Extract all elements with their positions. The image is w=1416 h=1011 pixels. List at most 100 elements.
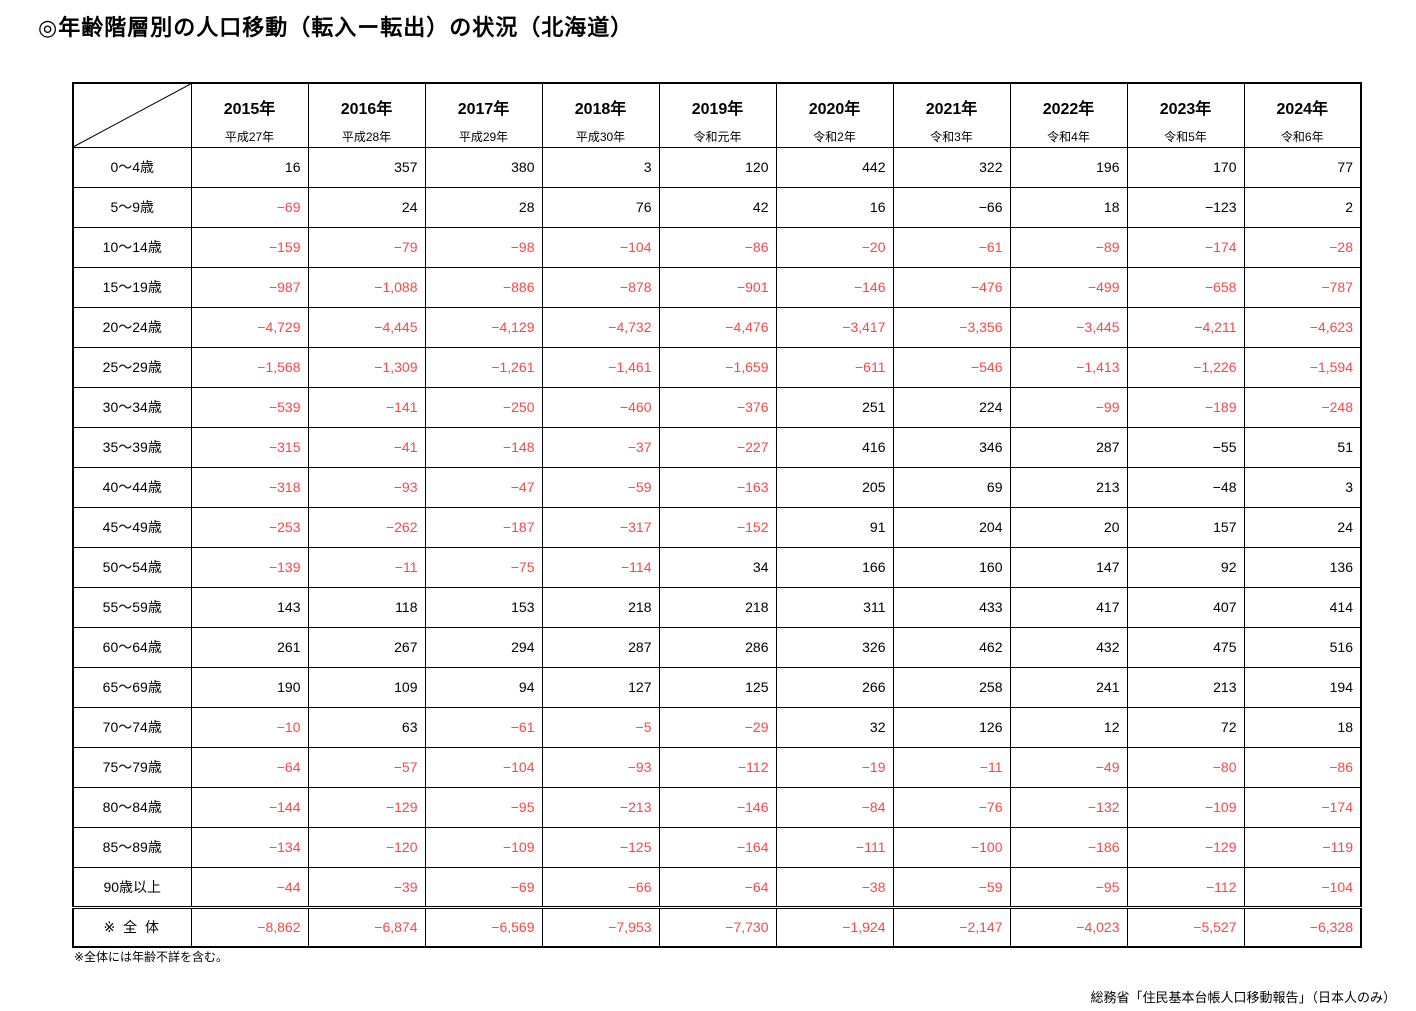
value-cell: −1,924 — [775, 905, 894, 948]
value-cell: 76 — [541, 186, 660, 228]
corner-cell — [72, 82, 192, 148]
row-label: 45～49歳 — [72, 506, 192, 548]
row-label: 10～14歳 — [72, 226, 192, 268]
column-header: 2021年 令和3年 — [892, 82, 1011, 148]
value-cell: −213 — [541, 786, 660, 828]
value-cell: 414 — [1243, 586, 1362, 628]
row-label: 5～9歳 — [72, 186, 192, 228]
value-cell: 266 — [775, 666, 894, 708]
value-cell: −878 — [541, 266, 660, 308]
value-cell: −4,729 — [190, 306, 309, 348]
value-cell: −6,569 — [424, 905, 543, 948]
value-cell: 213 — [1126, 666, 1245, 708]
value-cell: −44 — [190, 866, 309, 908]
value-cell: −460 — [541, 386, 660, 428]
value-cell: −93 — [541, 746, 660, 788]
table-row: 50～54歳 −139 −11 −75 −114 34 166 160 147 92 136 — [72, 546, 1362, 588]
value-cell: −159 — [190, 226, 309, 268]
value-cell: −59 — [541, 466, 660, 508]
row-label: 80～84歳 — [72, 786, 192, 828]
value-cell: −86 — [658, 226, 777, 268]
value-cell: −315 — [190, 426, 309, 468]
value-cell: −11 — [307, 546, 426, 588]
value-cell: −119 — [1243, 826, 1362, 868]
table-row: 0～4歳 16 357 380 3 120 442 322 196 170 77 — [72, 146, 1362, 188]
value-cell: −37 — [541, 426, 660, 468]
value-cell: 153 — [424, 586, 543, 628]
value-cell: 326 — [775, 626, 894, 668]
value-cell: 196 — [1009, 146, 1128, 188]
value-cell: −146 — [775, 266, 894, 308]
value-cell: −1,568 — [190, 346, 309, 388]
page-title: ◎年齢階層別の人口移動（転入ー転出）の状況（北海道） — [38, 15, 634, 40]
value-cell: −11 — [892, 746, 1011, 788]
value-cell: −38 — [775, 866, 894, 908]
value-cell: 218 — [541, 586, 660, 628]
value-cell: −48 — [1126, 466, 1245, 508]
value-cell: 204 — [892, 506, 1011, 548]
value-cell: −129 — [307, 786, 426, 828]
value-cell: −189 — [1126, 386, 1245, 428]
value-cell: −3,445 — [1009, 306, 1128, 348]
table-row: 15～19歳 −987 −1,088 −886 −878 −901 −146 −476 −499… — [72, 266, 1362, 308]
value-cell: −787 — [1243, 266, 1362, 308]
table-row: 65～69歳 190 109 94 127 125 266 258 241 213 194 — [72, 666, 1362, 708]
value-cell: −139 — [190, 546, 309, 588]
value-cell: 92 — [1126, 546, 1245, 588]
value-cell: −69 — [424, 866, 543, 908]
value-cell: 194 — [1243, 666, 1362, 708]
value-cell: −95 — [1009, 866, 1128, 908]
value-cell: −4,023 — [1009, 905, 1128, 948]
value-cell: 475 — [1126, 626, 1245, 668]
value-cell: −5,527 — [1126, 905, 1245, 948]
table-row: 20～24歳 −4,729 −4,445 −4,129 −4,732 −4,476 −3,4… — [72, 306, 1362, 348]
table-row: 80～84歳 −144 −129 −95 −213 −146 −84 −76 −132 −109−… — [72, 786, 1362, 828]
row-label: ※ 全 体 — [72, 905, 192, 948]
value-cell: −1,413 — [1009, 346, 1128, 388]
column-header: 2017年 平成29年 — [424, 82, 543, 148]
value-cell: 258 — [892, 666, 1011, 708]
value-cell: 94 — [424, 666, 543, 708]
column-header: 2023年 令和5年 — [1126, 82, 1245, 148]
value-cell: 205 — [775, 466, 894, 508]
value-cell: −4,476 — [658, 306, 777, 348]
value-cell: 516 — [1243, 626, 1362, 668]
value-cell: 267 — [307, 626, 426, 668]
value-cell: −93 — [307, 466, 426, 508]
value-cell: 357 — [307, 146, 426, 188]
value-cell: −152 — [658, 506, 777, 548]
value-cell: 143 — [190, 586, 309, 628]
value-cell: −2,147 — [892, 905, 1011, 948]
value-cell: −7,730 — [658, 905, 777, 948]
value-cell: −250 — [424, 386, 543, 428]
value-cell: −86 — [1243, 746, 1362, 788]
value-cell: −49 — [1009, 746, 1128, 788]
value-cell: −89 — [1009, 226, 1128, 268]
value-cell: −6,874 — [307, 905, 426, 948]
row-label: 85～89歳 — [72, 826, 192, 868]
table-row: 30～34歳 −539 −141 −250 −460 −376 251 224 −99 −189−… — [72, 386, 1362, 428]
value-cell: −499 — [1009, 266, 1128, 308]
value-cell: −7,953 — [541, 905, 660, 948]
value-cell: 18 — [1243, 706, 1362, 748]
total-row: ※ 全 体 −8,862 −6,874 −6,569 −7,953 −7,730 −1,92… — [72, 905, 1362, 948]
value-cell: −104 — [541, 226, 660, 268]
value-cell: 3 — [541, 146, 660, 188]
value-cell: −187 — [424, 506, 543, 548]
table-row: 60～64歳 261 267 294 287 286 326 462 432 475 516 — [72, 626, 1362, 668]
value-cell: 109 — [307, 666, 426, 708]
value-cell: −163 — [658, 466, 777, 508]
value-cell: 147 — [1009, 546, 1128, 588]
value-cell: −8,862 — [190, 905, 309, 948]
value-cell: −19 — [775, 746, 894, 788]
value-cell: 12 — [1009, 706, 1128, 748]
value-cell: −611 — [775, 346, 894, 388]
table-row: 45～49歳 −253 −262 −187 −317 −152 91 204 20 157 24 — [72, 506, 1362, 548]
value-cell: −134 — [190, 826, 309, 868]
value-cell: −1,309 — [307, 346, 426, 388]
value-cell: −29 — [658, 706, 777, 748]
value-cell: −186 — [1009, 826, 1128, 868]
value-cell: −10 — [190, 706, 309, 748]
value-cell: −4,129 — [424, 306, 543, 348]
